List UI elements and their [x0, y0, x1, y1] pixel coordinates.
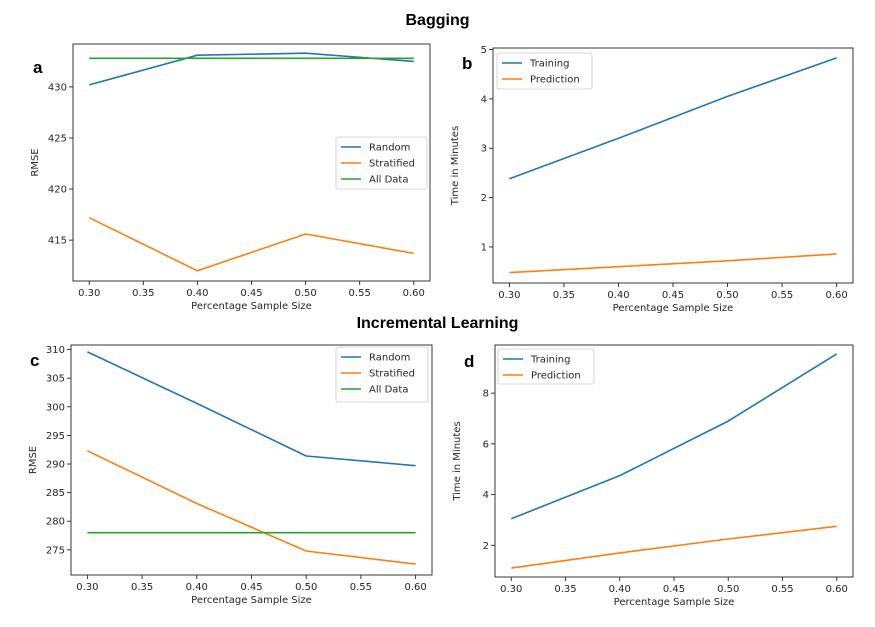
legend-label-d: Prediction: [531, 371, 581, 382]
y-tick-label-c: 290: [46, 460, 65, 471]
x-tick-label-c: 0.30: [76, 582, 98, 593]
chart-a: 0.30 0.35 0.40 0.45 0.50 0.55 0.60 415 420 425 430…: [30, 43, 431, 312]
x-tick-label-b: 0.55: [771, 290, 793, 301]
x-tick-label-c: 0.35: [131, 582, 153, 593]
series-line-d-training: [511, 353, 838, 520]
x-tick-label-b: 0.30: [498, 290, 520, 301]
series-line-a-random: [88, 52, 414, 86]
y-axis-label-a: RMSE: [30, 148, 41, 176]
y-tick-label-c: 310: [46, 345, 65, 356]
legend-c: Random Stratified All Data: [335, 346, 429, 403]
legend-box-b: [496, 52, 593, 90]
x-tick-label-a: 0.55: [349, 288, 371, 299]
y-tick-label-b: 4: [481, 94, 487, 105]
y-tick-label-a: 420: [48, 185, 67, 196]
x-tick-label-c: 0.40: [186, 582, 208, 593]
legend-label-a: All Data: [369, 175, 408, 186]
x-axis-label-c: Percentage Sample Size: [191, 595, 312, 606]
legend-label-c: Random: [369, 353, 410, 364]
y-axis-label-b: Time in Minutes: [450, 126, 461, 206]
x-tick-label-c: 0.60: [404, 582, 426, 593]
y-tick-label-c: 295: [46, 431, 65, 442]
y-tick-label-c: 280: [46, 517, 65, 528]
legend-label-c: Stratified: [369, 369, 415, 380]
y-tick-label-d: 4: [483, 490, 489, 501]
y-tick-label-d: 2: [483, 541, 489, 552]
panel-letter-c: c: [30, 351, 40, 370]
x-tick-label-a: 0.30: [78, 288, 100, 299]
x-tick-label-d: 0.55: [771, 584, 793, 595]
series-line-b-prediction: [509, 253, 837, 274]
legend-box-a: [335, 136, 428, 190]
y-tick-label-d: 8: [483, 389, 489, 400]
x-axis-label-a: Percentage Sample Size: [191, 301, 312, 312]
y-axis-label-c: RMSE: [28, 446, 39, 474]
series-line-c-random: [87, 351, 416, 467]
x-tick-label-b: 0.40: [607, 290, 629, 301]
y-tick-label-c: 275: [46, 545, 65, 556]
x-tick-label-d: 0.30: [500, 584, 522, 595]
x-tick-label-a: 0.60: [403, 288, 425, 299]
legend-label-a: Stratified: [369, 159, 415, 170]
x-tick-label-d: 0.50: [717, 584, 739, 595]
x-tick-label-d: 0.60: [826, 584, 848, 595]
x-tick-label-b: 0.35: [553, 290, 575, 301]
panel-letter-d: d: [464, 352, 475, 371]
x-tick-label-b: 0.60: [826, 290, 848, 301]
panel-letter-a: a: [33, 58, 43, 77]
y-tick-label-b: 5: [481, 45, 487, 56]
legend-label-c: All Data: [369, 385, 408, 396]
legend-label-b: Prediction: [530, 75, 580, 86]
y-tick-label-c: 305: [46, 374, 65, 385]
x-axis-label-d: Percentage Sample Size: [614, 597, 735, 608]
title-bagging: Bagging: [405, 12, 470, 29]
series-line-d-prediction: [511, 525, 837, 569]
x-axis-label-b: Percentage Sample Size: [613, 303, 734, 314]
x-tick-label-a: 0.35: [132, 288, 154, 299]
x-tick-label-a: 0.50: [294, 288, 316, 299]
y-tick-label-a: 425: [48, 133, 67, 144]
chart-c: 0.30 0.35 0.40 0.45 0.50 0.55 0.60 275 280 285 290…: [28, 344, 433, 606]
y-tick-label-b: 1: [481, 242, 487, 253]
legend-a: Random Stratified All Data: [335, 136, 428, 190]
x-tick-label-a: 0.45: [240, 288, 262, 299]
legend-label-b: Training: [529, 59, 569, 70]
y-tick-label-c: 300: [46, 402, 65, 413]
x-tick-label-a: 0.40: [186, 288, 208, 299]
y-tick-label-d: 6: [483, 439, 489, 450]
legend-label-d: Training: [530, 355, 570, 366]
x-tick-label-c: 0.55: [350, 582, 372, 593]
y-tick-label-a: 415: [48, 236, 67, 247]
x-tick-label-b: 0.50: [716, 290, 738, 301]
y-tick-label-a: 430: [48, 82, 67, 93]
y-tick-label-c: 285: [46, 488, 65, 499]
y-tick-label-b: 3: [481, 144, 487, 155]
chart-d: 0.30 0.35 0.40 0.45 0.50 0.55 0.60 2 4 6 8 Percenta…: [452, 344, 854, 608]
series-line-b-training: [509, 57, 837, 180]
x-tick-label-d: 0.40: [609, 584, 631, 595]
title-incremental-learning: Incremental Learning: [356, 315, 519, 332]
x-tick-label-c: 0.50: [295, 582, 317, 593]
panel-letter-b: b: [462, 54, 473, 73]
x-tick-label-c: 0.45: [240, 582, 262, 593]
legend-b: Training Prediction: [496, 52, 593, 90]
x-tick-label-b: 0.45: [662, 290, 684, 301]
x-tick-label-d: 0.45: [663, 584, 685, 595]
x-tick-label-d: 0.35: [554, 584, 576, 595]
chart-b: 0.30 0.35 0.40 0.45 0.50 0.55 0.60 1 2 3 4 5 Percent…: [450, 45, 854, 314]
y-tick-label-b: 2: [481, 193, 487, 204]
series-line-a-stratified: [88, 216, 414, 272]
series-line-c-stratified: [87, 450, 416, 565]
y-axis-label-d: Time in Minutes: [452, 421, 463, 501]
legend-label-a: Random: [369, 143, 410, 154]
legend-d: Training Prediction: [497, 348, 595, 385]
